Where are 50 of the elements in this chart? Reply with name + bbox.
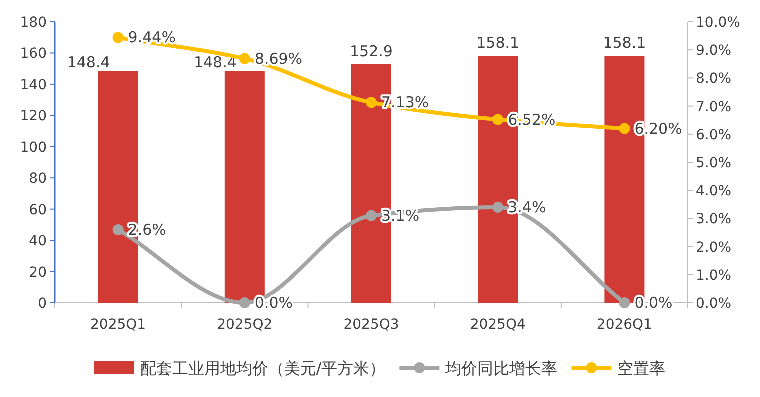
point [366, 210, 377, 222]
x-tick-label: 2026Q1 [596, 317, 652, 333]
y2-tick-label: 5.0% [696, 156, 732, 172]
y2-tick-label: 2.0% [696, 240, 732, 256]
data-label: 8.69% [254, 50, 303, 68]
y-tick-label: 180 [20, 15, 47, 31]
y2-tick-label: 3.0% [696, 212, 732, 228]
y2-tick-label: 1.0% [696, 268, 732, 284]
data-label: 6.52% [508, 110, 556, 129]
point [239, 298, 250, 308]
y-tick-label: 0 [38, 296, 47, 312]
y-tick-label: 160 [20, 46, 47, 62]
data-label: 148.4 [194, 53, 237, 72]
x-tick-label: 2025Q2 [217, 317, 273, 333]
x-tick-label: 2025Q4 [470, 317, 526, 333]
y-tick-label: 60 [29, 202, 47, 218]
y-tick-label: 120 [20, 108, 47, 125]
point [112, 224, 124, 236]
legend-label: 均价同比增长率 [444, 359, 558, 378]
data-label: 0.0% [634, 294, 673, 312]
y2-tick-label: 0.0% [696, 296, 732, 312]
x-tick-label: 2025Q3 [344, 317, 400, 333]
data-label: 158.1 [476, 34, 520, 52]
legend-label: 空置率 [618, 359, 666, 378]
data-label: 152.9 [350, 42, 393, 60]
y2-tick-label: 10.0% [696, 15, 740, 31]
y-tick-label: 100 [20, 140, 47, 156]
y-tick-label: 40 [29, 234, 47, 250]
y2-tick-label: 6.0% [696, 127, 732, 144]
y-tick-label: 140 [20, 77, 47, 94]
data-label: 3.4% [508, 198, 546, 216]
point [366, 97, 377, 108]
point [619, 298, 630, 308]
point [239, 53, 250, 64]
data-label: 158.1 [603, 34, 646, 52]
y2-tick-label: 8.0% [696, 71, 732, 88]
point [619, 123, 630, 134]
point [492, 114, 504, 126]
y2-tick-label: 9.0% [696, 43, 732, 60]
point [112, 32, 124, 44]
data-label: 3.1% [382, 206, 420, 225]
y-tick-label: 20 [29, 264, 47, 281]
legend-label: 配套工业用地均价（美元/平方米） [140, 359, 386, 378]
x-tick-label: 2025Q1 [90, 317, 146, 333]
data-label: 0.0% [254, 294, 294, 312]
y2-tick-label: 7.0% [696, 99, 732, 116]
point [492, 202, 504, 213]
y-tick-label: 80 [29, 171, 47, 188]
y2-tick-label: 4.0% [696, 184, 732, 200]
data-label: 148.4 [67, 53, 110, 72]
